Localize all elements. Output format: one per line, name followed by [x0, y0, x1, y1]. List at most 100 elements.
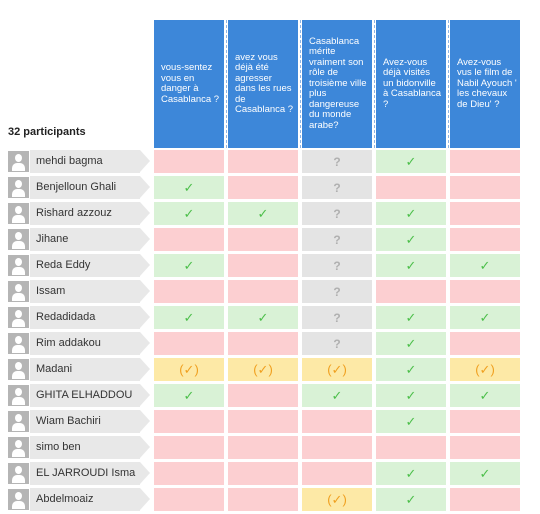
participant-name: Abdelmoaiz [36, 493, 94, 505]
user-icon-body [12, 501, 25, 509]
name-arrow [140, 254, 150, 276]
check-icon: ✓ [257, 205, 269, 221]
answer-cell-no [228, 410, 298, 433]
name-background [30, 436, 140, 459]
answer-cell-no [154, 436, 224, 459]
participant-name: Issam [36, 285, 66, 297]
question-header-5[interactable]: Avez-vous vus le film de Nabil Ayouch ' … [450, 20, 520, 148]
answer-cell-yes: ✓ [376, 202, 446, 225]
user-icon [8, 333, 29, 354]
answer-cell-no [302, 462, 372, 485]
question-header-2[interactable]: avez vous déjà été agresser dans les rue… [228, 20, 301, 148]
user-icon-head [15, 440, 22, 448]
user-icon [8, 359, 29, 380]
answer-cell-maybe: (✓) [450, 358, 520, 381]
user-icon [8, 489, 29, 510]
name-background [30, 150, 140, 173]
user-icon-head [15, 492, 22, 500]
answer-cell-maybe: (✓) [302, 358, 372, 381]
answer-cell-no [450, 176, 520, 199]
user-icon-head [15, 258, 22, 266]
name-background [30, 228, 140, 251]
question-mark-icon: ? [333, 232, 341, 247]
participant-name-cell: Madani [0, 358, 154, 381]
participant-name-cell: Abdelmoaiz [0, 488, 154, 511]
participant-name-cell: Benjelloun Ghali [0, 176, 154, 199]
user-icon-body [12, 267, 25, 275]
user-icon-head [15, 232, 22, 240]
check-icon: ✓ [479, 465, 491, 481]
answer-cell-no [376, 280, 446, 303]
user-icon-body [12, 475, 25, 483]
user-icon-head [15, 362, 22, 370]
participants-count: 32 participants [8, 126, 86, 138]
participant-name: Benjelloun Ghali [36, 181, 117, 193]
answer-cell-yes: ✓ [302, 384, 372, 407]
participant-name: Reda Eddy [36, 259, 91, 271]
participant-name-cell: Redadidada [0, 306, 154, 329]
user-icon-head [15, 414, 22, 422]
question-mark-icon: ? [333, 310, 341, 325]
answer-cell-yes: ✓ [154, 202, 224, 225]
check-icon: ✓ [405, 257, 417, 273]
answer-cell-yes: ✓ [154, 384, 224, 407]
question-header-4[interactable]: Avez-vous déjà visités un bidonville à C… [376, 20, 449, 148]
user-icon [8, 307, 29, 328]
participant-name-cell: Wiam Bachiri [0, 410, 154, 433]
check-icon: ✓ [183, 257, 195, 273]
name-arrow [140, 280, 150, 302]
participant-name: Wiam Bachiri [36, 415, 101, 427]
participant-name: Rim addakou [36, 337, 101, 349]
answer-cell-yes: ✓ [450, 254, 520, 277]
answer-cell-no [302, 410, 372, 433]
answer-cell-unknown: ? [302, 254, 372, 277]
answer-cell-no [228, 332, 298, 355]
answer-cell-yes: ✓ [228, 306, 298, 329]
answer-cell-no [154, 410, 224, 433]
user-icon-body [12, 241, 25, 249]
answer-cell-yes: ✓ [376, 358, 446, 381]
participant-row: Jihane? ✓ [0, 228, 520, 251]
question-mark-icon: ? [333, 206, 341, 221]
maybe-check-icon: (✓) [475, 361, 495, 377]
check-icon: ✓ [405, 491, 417, 507]
question-mark-icon: ? [333, 180, 341, 195]
question-header-1[interactable]: vous-sentez vous en danger à Casablanca … [154, 20, 227, 148]
participant-name-cell: GHITA ELHADDOU [0, 384, 154, 407]
answer-cell-no [154, 488, 224, 511]
answer-cell-no [450, 150, 520, 173]
answer-cell-no [228, 280, 298, 303]
participant-row: Benjelloun Ghali ✓? [0, 176, 520, 199]
answer-cell-yes: ✓ [228, 202, 298, 225]
answer-cell-yes: ✓ [376, 150, 446, 173]
check-icon: ✓ [405, 309, 417, 325]
answer-cell-no [450, 228, 520, 251]
user-icon-body [12, 345, 25, 353]
participant-name-cell: Reda Eddy [0, 254, 154, 277]
answer-cell-no [450, 280, 520, 303]
user-icon [8, 385, 29, 406]
questions-header: vous-sentez vous en danger à Casablanca … [154, 20, 520, 148]
check-icon: ✓ [479, 387, 491, 403]
participant-row: Redadidada ✓ ✓? ✓ ✓ [0, 306, 520, 329]
participant-name-cell: EL JARROUDI Isma [0, 462, 154, 485]
name-arrow [140, 410, 150, 432]
name-arrow [140, 150, 150, 172]
answer-cell-no [228, 228, 298, 251]
participant-name-cell: Rishard azzouz [0, 202, 154, 225]
answer-cell-no [228, 150, 298, 173]
participant-name-cell: mehdi bagma [0, 150, 154, 173]
participant-row: Reda Eddy ✓? ✓ ✓ [0, 254, 520, 277]
question-header-3[interactable]: Casablanca mérite vraiment son rôle de t… [302, 20, 375, 148]
maybe-check-icon: (✓) [327, 361, 347, 377]
participant-row: Issam? [0, 280, 520, 303]
answer-cell-yes: ✓ [376, 462, 446, 485]
answer-cell-yes: ✓ [376, 384, 446, 407]
user-icon [8, 463, 29, 484]
answer-cell-no [154, 462, 224, 485]
participant-row: GHITA ELHADDOU ✓ ✓ ✓ ✓ [0, 384, 520, 407]
answer-cell-yes: ✓ [376, 332, 446, 355]
name-arrow [140, 228, 150, 250]
answer-cell-unknown: ? [302, 280, 372, 303]
answer-cell-no [450, 488, 520, 511]
